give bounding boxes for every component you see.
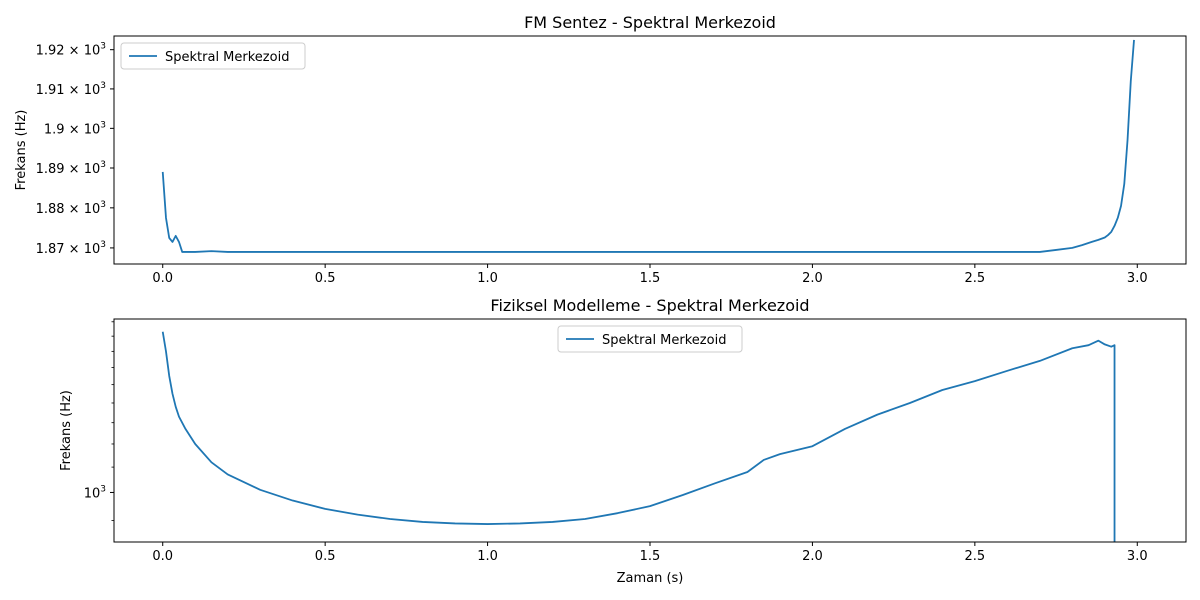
x-tick-label: 0.5 <box>315 271 336 286</box>
x-axis-label: Zaman (s) <box>617 571 684 586</box>
x-tick-label: 2.0 <box>802 549 823 564</box>
subplot-1: 0.0 0.5 1.0 1.5 2.0 2.5 3.0 1.87 × 103 1.88 × 10… <box>14 13 1187 286</box>
y-axis-label: Frekans (Hz) <box>14 110 29 191</box>
x-tick-label: 1.0 <box>477 271 498 286</box>
x-tick-label: 2.0 <box>802 271 823 286</box>
legend-box <box>120 42 306 70</box>
legend-box <box>557 325 743 353</box>
x-tick-label: 0.0 <box>152 271 173 286</box>
y-tick-label: 1.89 × 103 <box>36 160 106 177</box>
legend-entry: Spektral Merkezoid <box>602 333 726 348</box>
axes-frame <box>113 35 1187 265</box>
chart-title: Fiziksel Modelleme - Spektral Merkezoid <box>490 296 809 315</box>
y-tick-label: 1.87 × 103 <box>36 240 106 257</box>
x-tick-label: 2.5 <box>965 549 986 564</box>
x-tick-label: 2.5 <box>965 271 986 286</box>
series-line-1 <box>161 39 1135 253</box>
y-tick-label: 1.88 × 103 <box>36 200 106 217</box>
y-tick-label: 1.91 × 103 <box>36 81 106 98</box>
x-tick-label: 3.0 <box>1127 271 1148 286</box>
y-tick-label: 103 <box>84 484 106 501</box>
y-tick-label: 1.92 × 103 <box>36 42 106 59</box>
chart-title: FM Sentez - Spektral Merkezoid <box>524 13 776 32</box>
legend: Spektral Merkezoid <box>120 42 306 70</box>
x-tick-label: 0.0 <box>152 549 173 564</box>
y-axis-label: Frekans (Hz) <box>59 390 74 471</box>
subplot-2: 0.0 0.5 1.0 1.5 2.0 2.5 3.0 103 Fiziksel Modelle… <box>59 296 1187 586</box>
x-tick-label: 3.0 <box>1127 549 1148 564</box>
x-tick-label: 0.5 <box>315 549 336 564</box>
x-tick-label: 1.5 <box>640 271 661 286</box>
y-tick-label: 1.9 × 103 <box>44 120 106 137</box>
series-line-1 <box>161 331 1116 542</box>
legend-entry: Spektral Merkezoid <box>165 50 289 65</box>
legend: Spektral Merkezoid <box>557 325 743 353</box>
x-tick-label: 1.5 <box>640 549 661 564</box>
x-tick-label: 1.0 <box>477 549 498 564</box>
